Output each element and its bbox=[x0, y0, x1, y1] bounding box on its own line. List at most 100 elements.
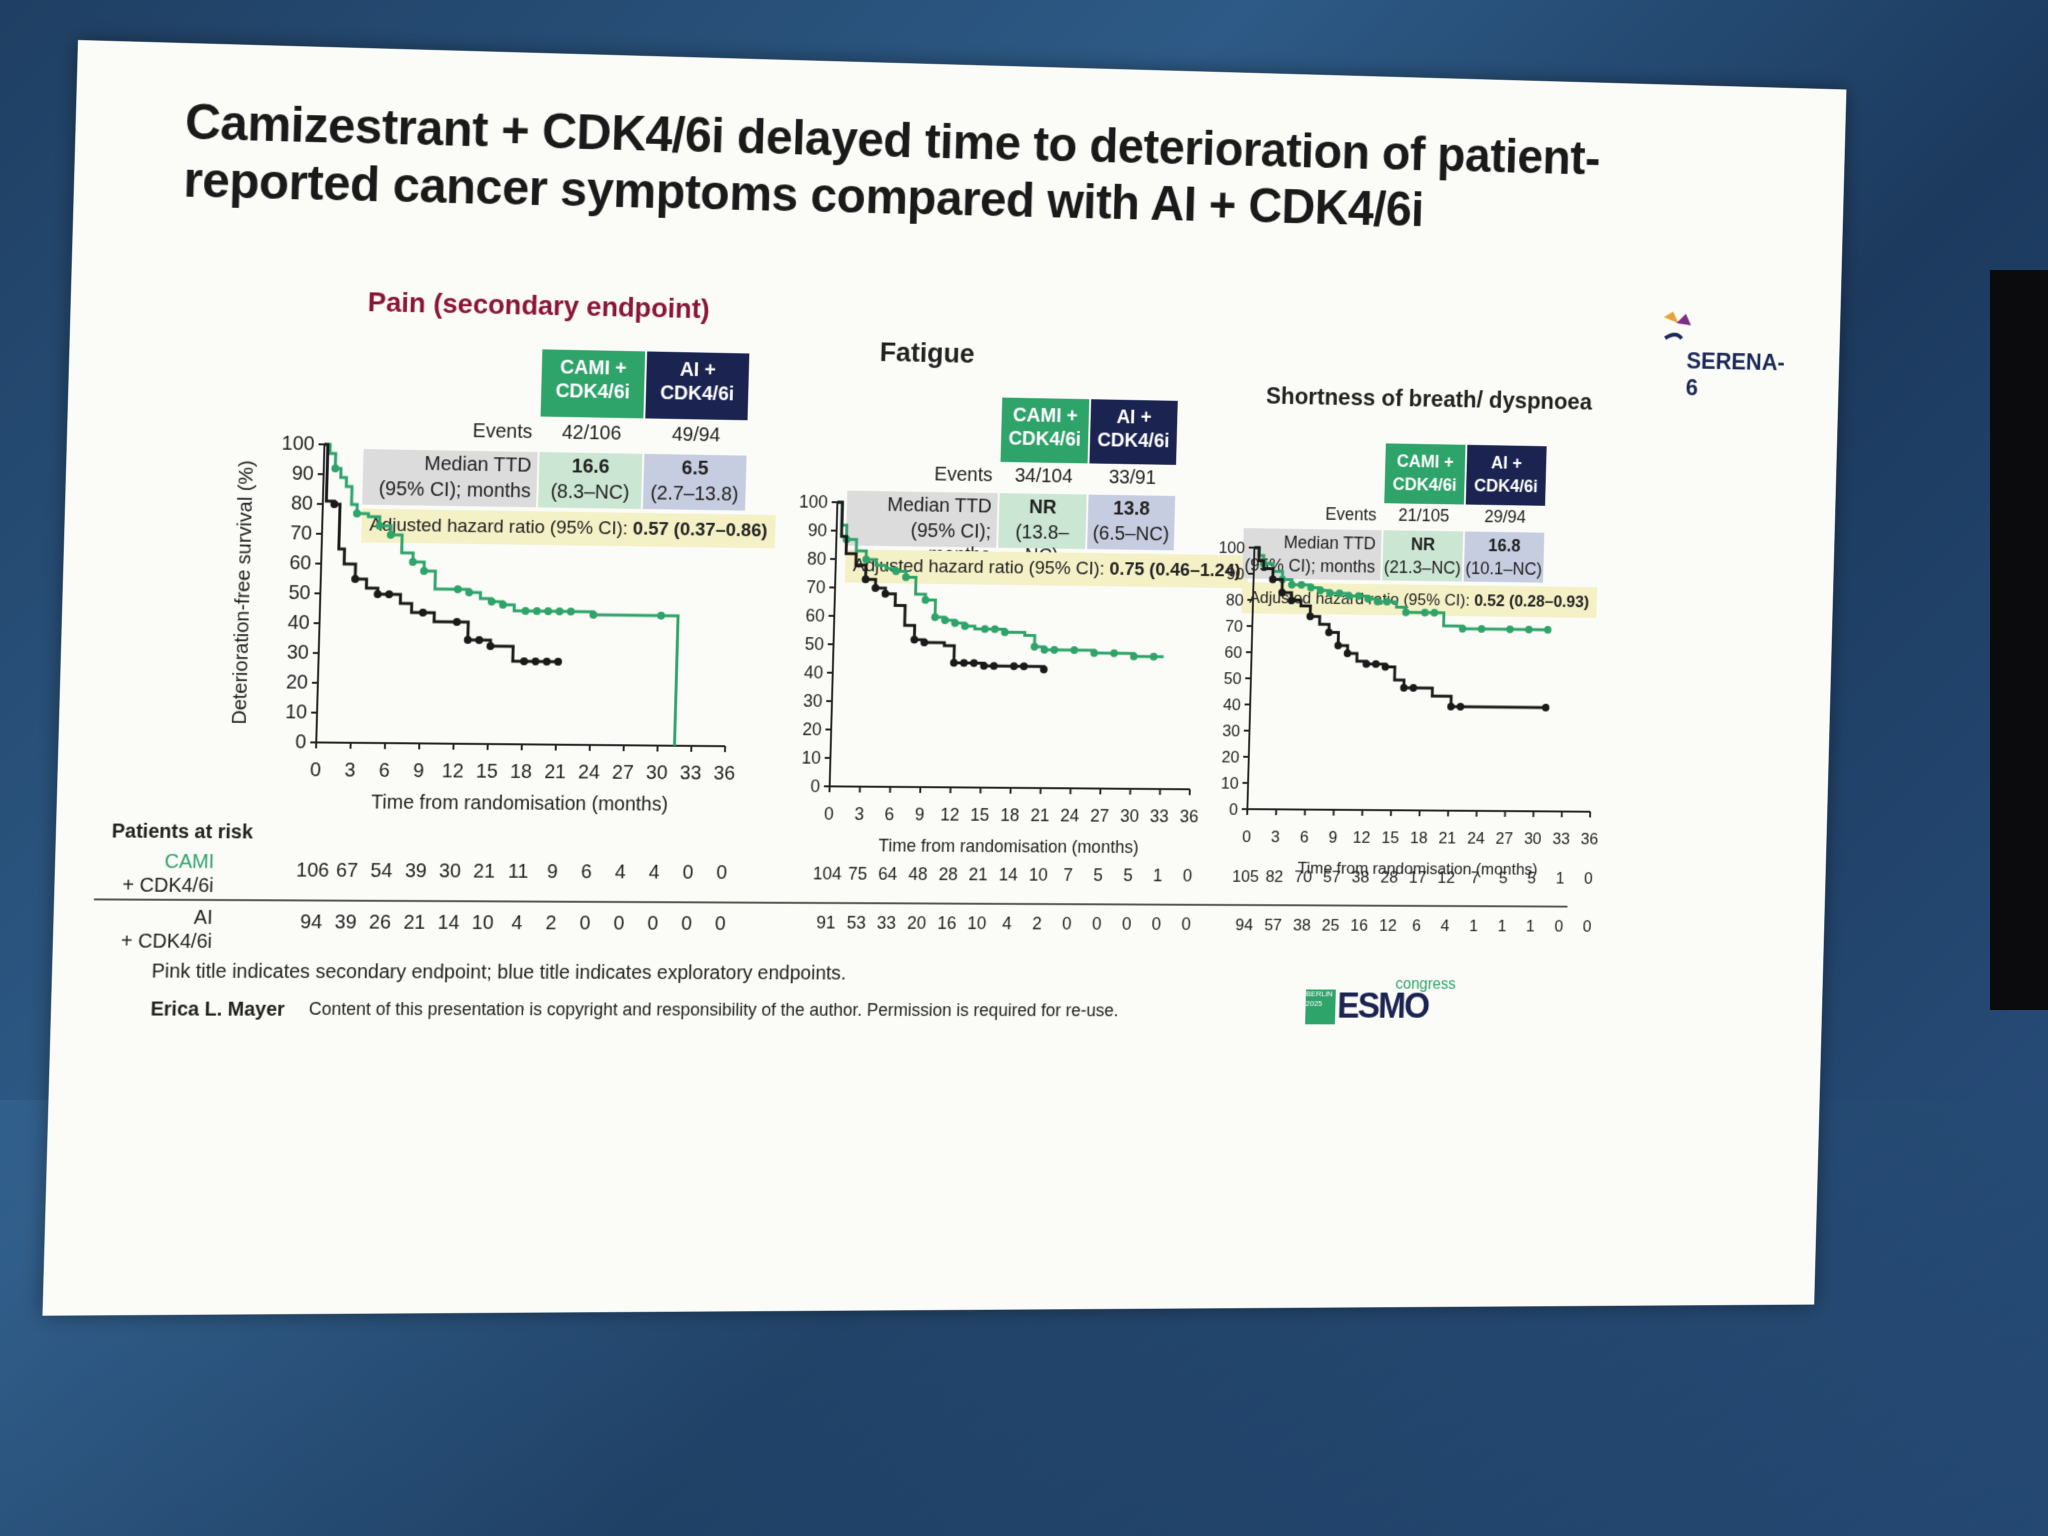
panel-1-header-cami: CAMI + CDK4/6i bbox=[541, 349, 646, 418]
censor-mark-green bbox=[1355, 592, 1363, 600]
y-tick-label: 40 bbox=[287, 612, 310, 634]
y-tick-label: 80 bbox=[807, 549, 827, 569]
censor-mark-green bbox=[1150, 653, 1158, 661]
at-risk-cami-value: 10 bbox=[1029, 865, 1048, 885]
censor-mark-green bbox=[331, 464, 339, 472]
at-risk-ai-value: 94 bbox=[1235, 916, 1253, 935]
x-tick-label: 12 bbox=[442, 760, 464, 782]
y-tick-label: 50 bbox=[804, 634, 824, 654]
censor-mark-black bbox=[1325, 628, 1333, 636]
at-risk-cami-value: 75 bbox=[848, 864, 868, 884]
x-tick-label: 33 bbox=[680, 763, 702, 785]
at-risk-cami-value: 1 bbox=[1556, 869, 1565, 887]
at-risk-ai-value: 33 bbox=[877, 913, 897, 933]
x-tick-label: 36 bbox=[1581, 830, 1599, 848]
at-risk-ai-value: 1 bbox=[1526, 917, 1535, 935]
y-tick-label: 0 bbox=[1229, 800, 1238, 819]
censor-mark-black bbox=[1334, 642, 1342, 650]
censor-mark-green bbox=[1288, 581, 1296, 589]
at-risk-ai-value: 16 bbox=[1350, 916, 1368, 934]
x-tick-label: 18 bbox=[1000, 805, 1020, 825]
y-tick-label: 40 bbox=[804, 663, 824, 683]
at-risk-ai-value: 20 bbox=[907, 913, 927, 933]
y-tick-label: 10 bbox=[285, 701, 308, 723]
copyright: Content of this presentation is copyrigh… bbox=[309, 999, 1119, 1021]
censor-mark-black bbox=[1400, 684, 1408, 692]
presenter: Erica L. Mayer bbox=[150, 999, 285, 1022]
censor-mark-green bbox=[1336, 589, 1344, 597]
censor-mark-green bbox=[862, 556, 870, 564]
x-tick-label: 18 bbox=[1410, 829, 1428, 847]
x-tick-label: 9 bbox=[915, 805, 925, 825]
x-tick-label: 21 bbox=[1030, 806, 1049, 826]
at-risk-cami-value: 0 bbox=[716, 862, 727, 884]
km-line-black bbox=[319, 444, 564, 661]
x-tick-label: 24 bbox=[1467, 829, 1485, 847]
x-tick-label: 0 bbox=[1242, 827, 1251, 845]
at-risk-ai-value: 0 bbox=[681, 913, 692, 935]
at-risk-ai-value: 10 bbox=[967, 913, 987, 933]
censor-mark-black bbox=[419, 609, 427, 617]
at-risk-cami-value: 9 bbox=[547, 861, 558, 883]
censor-mark-black bbox=[1010, 662, 1018, 670]
at-risk-cami-value: 6 bbox=[581, 861, 592, 883]
x-tick-label: 30 bbox=[646, 762, 668, 784]
y-tick-label: 30 bbox=[287, 642, 310, 664]
x-tick-label: 21 bbox=[544, 761, 566, 783]
y-tick-label: 50 bbox=[288, 582, 311, 604]
at-risk-cami-value: 64 bbox=[878, 864, 898, 884]
x-tick-label: 27 bbox=[1090, 806, 1109, 826]
at-risk-cami-value: 39 bbox=[405, 860, 427, 882]
x-tick-label: 6 bbox=[378, 760, 390, 782]
y-axis-label: Deterioration-free survival (%) bbox=[229, 460, 258, 725]
x-tick-label: 15 bbox=[476, 761, 498, 783]
censor-mark-black bbox=[990, 662, 998, 670]
censor-mark-green bbox=[1070, 646, 1078, 654]
x-tick-label: 15 bbox=[970, 805, 990, 825]
censor-mark-black bbox=[1269, 575, 1277, 583]
censor-mark-green bbox=[991, 625, 999, 633]
censor-mark-black bbox=[950, 659, 958, 667]
x-tick-label: 9 bbox=[413, 760, 424, 782]
km-line-black bbox=[833, 502, 1048, 669]
x-tick-label: 33 bbox=[1552, 830, 1570, 848]
censor-mark-black bbox=[486, 642, 494, 650]
x-tick-label: 27 bbox=[1495, 829, 1513, 847]
at-risk-ai-value: 1 bbox=[1469, 917, 1478, 935]
at-risk-cami-value: 4 bbox=[648, 862, 659, 884]
y-tick-label: 0 bbox=[810, 776, 820, 796]
censor-mark-green bbox=[1431, 609, 1439, 617]
y-tick-label: 60 bbox=[289, 552, 312, 574]
at-risk-cami-value: 5 bbox=[1499, 869, 1508, 887]
at-risk-ai-value: 16 bbox=[937, 913, 957, 933]
x-tick-label: 36 bbox=[713, 763, 735, 785]
censor-mark-green bbox=[409, 558, 417, 566]
at-risk-cami-value: 48 bbox=[908, 864, 928, 884]
panel-2-header-ai: AI + CDK4/6i bbox=[1089, 399, 1177, 465]
at-risk-cami-value: 57 bbox=[1323, 868, 1341, 886]
at-risk-cami-value: 14 bbox=[999, 865, 1019, 885]
at-risk-cami-value: 67 bbox=[336, 860, 358, 882]
at-risk-ai-value: 0 bbox=[1554, 917, 1563, 935]
y-tick-label: 40 bbox=[1223, 695, 1241, 714]
y-tick-label: 50 bbox=[1224, 669, 1242, 688]
censor-mark-black bbox=[1542, 704, 1550, 712]
x-tick-label: 3 bbox=[1271, 828, 1280, 846]
at-risk-cami-value: 11 bbox=[508, 861, 529, 883]
presentation-slide: Camizestrant + CDK4/6i delayed time to d… bbox=[42, 40, 1846, 1316]
censor-mark-green bbox=[1478, 625, 1486, 633]
censor-mark-green bbox=[1031, 643, 1039, 651]
at-risk-cami-value: 0 bbox=[682, 862, 693, 884]
censor-mark-black bbox=[1020, 662, 1028, 670]
risk-cami-label-2: + CDK4/6i bbox=[114, 875, 214, 898]
censor-mark-green bbox=[1298, 581, 1306, 589]
x-tick-label: 9 bbox=[1328, 828, 1337, 846]
censor-mark-green bbox=[420, 567, 428, 575]
x-tick-label: 18 bbox=[510, 761, 532, 783]
at-risk-ai-value: 10 bbox=[472, 912, 494, 934]
panel-2-header-cami: CAMI + CDK4/6i bbox=[1001, 398, 1090, 464]
x-tick-label: 30 bbox=[1120, 806, 1139, 826]
at-risk-ai-value: 0 bbox=[647, 913, 658, 935]
